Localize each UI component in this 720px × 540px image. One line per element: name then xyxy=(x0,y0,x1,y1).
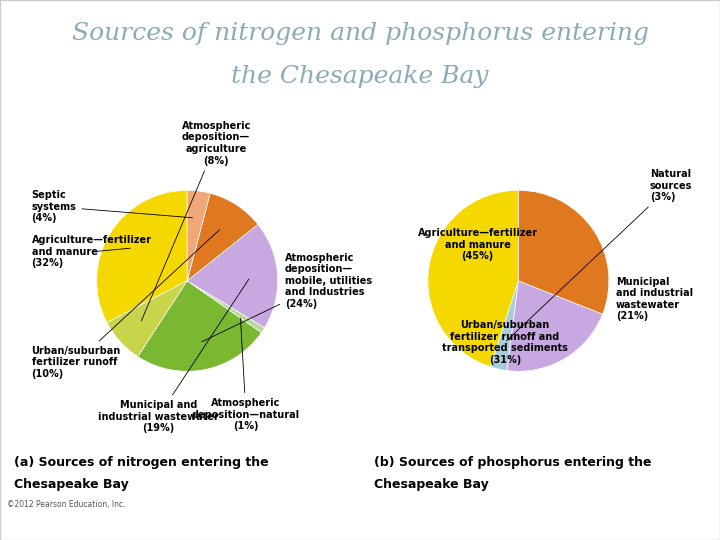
Text: Municipal and
industrial wastewater
(19%): Municipal and industrial wastewater (19%… xyxy=(98,279,249,433)
Wedge shape xyxy=(187,281,265,333)
Text: Municipal
and industrial
wastewater
(21%): Municipal and industrial wastewater (21%… xyxy=(616,276,693,321)
Text: (b) Sources of phosphorus entering the: (b) Sources of phosphorus entering the xyxy=(374,456,652,469)
Wedge shape xyxy=(96,190,187,323)
Wedge shape xyxy=(518,190,609,314)
Wedge shape xyxy=(490,281,518,370)
Text: ©2012 Pearson Education, Inc.: ©2012 Pearson Education, Inc. xyxy=(7,500,126,509)
Wedge shape xyxy=(507,281,603,372)
Text: Sources of nitrogen and phosphorus entering: Sources of nitrogen and phosphorus enter… xyxy=(71,22,649,45)
Text: Natural
sources
(3%): Natural sources (3%) xyxy=(507,169,692,341)
Text: Chesapeake Bay: Chesapeake Bay xyxy=(14,478,129,491)
Text: Agriculture—fertilizer
and manure
(32%): Agriculture—fertilizer and manure (32%) xyxy=(32,235,151,268)
Text: Chesapeake Bay: Chesapeake Bay xyxy=(374,478,489,491)
Wedge shape xyxy=(187,193,258,281)
Wedge shape xyxy=(138,281,261,372)
Text: Atmospheric
deposition—
agriculture
(8%): Atmospheric deposition— agriculture (8%) xyxy=(141,121,251,321)
Wedge shape xyxy=(428,190,518,367)
Wedge shape xyxy=(187,224,278,328)
Text: Atmospheric
deposition—natural
(1%): Atmospheric deposition—natural (1%) xyxy=(192,318,300,431)
Text: Urban/suburban
fertilizer runoff and
transported sediments
(31%): Urban/suburban fertilizer runoff and tra… xyxy=(442,320,568,365)
Text: Urban/suburban
fertilizer runoff
(10%): Urban/suburban fertilizer runoff (10%) xyxy=(32,230,220,379)
Text: Atmospheric
deposition—
mobile, utilities
and Industries
(24%): Atmospheric deposition— mobile, utilitie… xyxy=(202,253,372,342)
Text: Agriculture—fertilizer
and manure
(45%): Agriculture—fertilizer and manure (45%) xyxy=(418,228,538,261)
Wedge shape xyxy=(107,281,187,356)
Text: (a) Sources of nitrogen entering the: (a) Sources of nitrogen entering the xyxy=(14,456,269,469)
Text: Septic
systems
(4%): Septic systems (4%) xyxy=(32,190,192,223)
Wedge shape xyxy=(187,190,210,281)
Text: the Chesapeake Bay: the Chesapeake Bay xyxy=(231,65,489,88)
